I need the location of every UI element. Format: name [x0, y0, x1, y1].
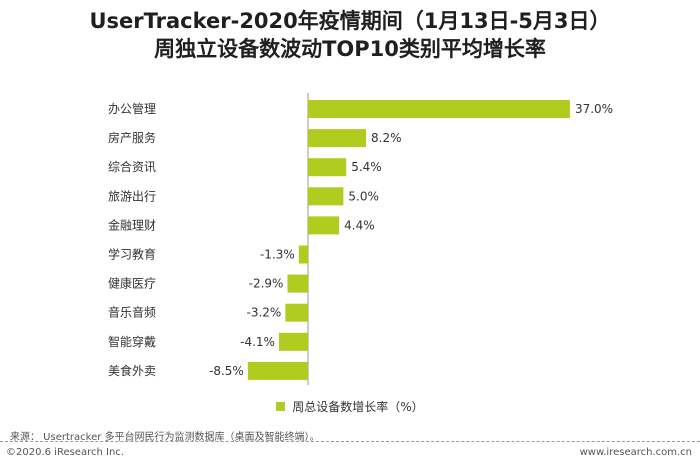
- data-label: -3.2%: [247, 306, 282, 320]
- category-label: 学习教育: [108, 247, 156, 262]
- category-label: 综合资讯: [108, 159, 156, 174]
- category-label: 金融理财: [108, 217, 156, 232]
- data-label: -8.5%: [209, 364, 244, 378]
- bar: [308, 216, 340, 235]
- bar: [287, 274, 308, 293]
- chart-title-line2: 周独立设备数波动TOP10类别平均增长率: [154, 37, 546, 61]
- category-label: 办公管理: [108, 101, 156, 116]
- bar: [308, 129, 367, 148]
- category-label: 健康医疗: [108, 276, 156, 291]
- data-label: 5.0%: [348, 189, 379, 203]
- data-label: 8.2%: [371, 131, 402, 145]
- bar-chart: 办公管理 37.0% 房产服务 8.2% 综合资讯 5.4% 旅游出行 5.0% 金融理财 4.4…: [108, 93, 613, 385]
- website: www.iresearch.com.cn: [579, 447, 692, 458]
- bar: [308, 158, 347, 177]
- category-label: 旅游出行: [108, 189, 156, 203]
- category-label: 智能穿戴: [108, 334, 156, 349]
- footer-divider: [0, 441, 700, 442]
- bar: [285, 303, 308, 322]
- copyright: ©2020.6 iResearch Inc.: [6, 447, 124, 458]
- legend-label: 周总设备数增长率（%）: [292, 400, 424, 414]
- data-label: -4.1%: [240, 335, 275, 349]
- data-label: 37.0%: [575, 102, 613, 116]
- bar: [308, 100, 570, 118]
- data-label: 5.4%: [351, 160, 382, 174]
- legend: 周总设备数增长率（%）: [0, 398, 700, 415]
- bar: [298, 245, 308, 264]
- data-label: -2.9%: [249, 277, 284, 291]
- category-label: 美食外卖: [108, 363, 156, 378]
- chart-title-line1: UserTracker-2020年疫情期间（1月13日-5月3日）: [89, 9, 611, 33]
- data-label: -1.3%: [260, 248, 295, 262]
- bar: [247, 361, 308, 380]
- data-label: 4.4%: [344, 218, 375, 232]
- category-label: 房产服务: [108, 130, 156, 145]
- legend-swatch: [276, 402, 286, 411]
- source-note: 来源： Usertracker 多平台网民行为监测数据库（桌面及智能终端）。: [10, 432, 320, 443]
- category-label: 音乐音频: [108, 305, 156, 320]
- bar: [308, 187, 344, 206]
- bar: [278, 332, 308, 351]
